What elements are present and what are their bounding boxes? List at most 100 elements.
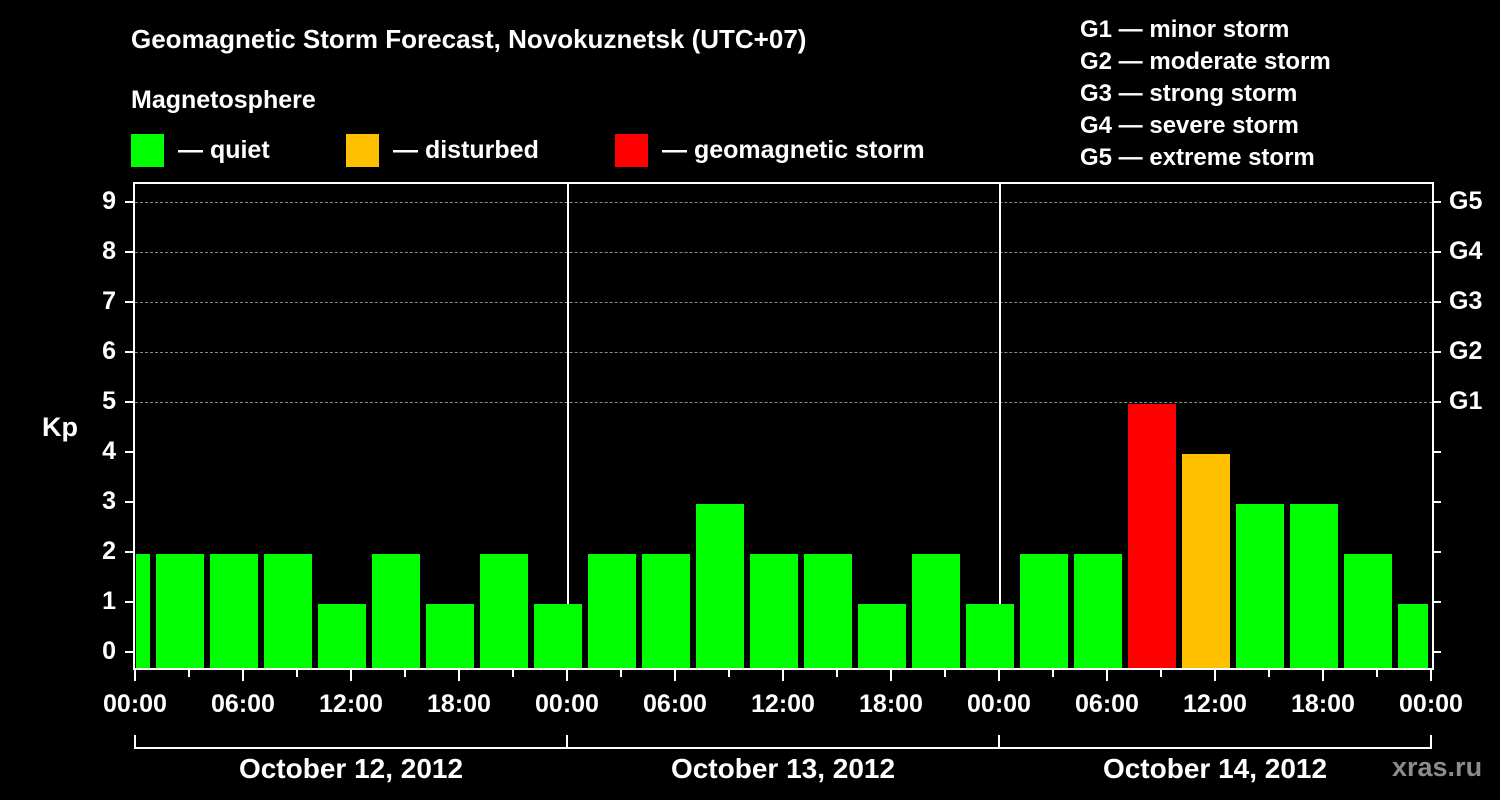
plot-area — [133, 182, 1434, 670]
chart-subtitle: Magnetosphere — [131, 86, 316, 114]
x-tick — [1052, 669, 1054, 677]
y-axis-label: Kp — [42, 412, 78, 442]
x-tick — [620, 669, 622, 677]
legend-quiet: — quiet — [131, 134, 270, 167]
kp-bar — [1074, 554, 1122, 668]
kp-bar — [480, 554, 528, 668]
day-divider — [999, 184, 1001, 668]
kp-bar — [372, 554, 420, 668]
kp-bar — [696, 504, 744, 668]
legend-label-storm: — geomagnetic storm — [662, 136, 925, 164]
x-tick — [512, 669, 514, 677]
x-tick — [1106, 669, 1108, 681]
g-axis-label: G1 — [1449, 387, 1483, 415]
kp-bar — [136, 554, 150, 668]
g-axis-label: G2 — [1449, 337, 1483, 365]
y-tick-label: 1 — [102, 587, 116, 615]
y-tick-label: 2 — [102, 537, 116, 565]
y-tick-right — [1433, 251, 1441, 253]
y-tick-left — [125, 451, 133, 453]
date-bracket-tick — [1430, 735, 1432, 749]
x-tick-label: 06:00 — [1075, 690, 1139, 718]
y-tick-right — [1433, 601, 1441, 603]
x-tick — [404, 669, 406, 677]
gridline — [135, 252, 1432, 253]
g-scale-item: G2 — moderate storm — [1080, 48, 1331, 75]
x-tick — [296, 669, 298, 677]
watermark: xras.ru — [1392, 752, 1483, 782]
legend-label-disturbed: — disturbed — [393, 136, 539, 164]
g-scale-item: G5 — extreme storm — [1080, 144, 1315, 171]
x-tick-label: 18:00 — [427, 690, 491, 718]
y-tick-right — [1433, 201, 1441, 203]
y-tick-right — [1433, 301, 1441, 303]
g-scale-item: G4 — severe storm — [1080, 112, 1299, 139]
x-tick-label: 18:00 — [1291, 690, 1355, 718]
legend-label-quiet: — quiet — [178, 136, 270, 164]
x-tick-label: 12:00 — [319, 690, 383, 718]
x-tick — [944, 669, 946, 677]
legend-storm: — geomagnetic storm — [615, 134, 925, 167]
x-tick — [242, 669, 244, 681]
y-tick-label: 3 — [102, 487, 116, 515]
date-bracket-tick — [566, 735, 568, 749]
x-tick — [1214, 669, 1216, 681]
x-tick — [998, 669, 1000, 681]
kp-bar — [642, 554, 690, 668]
x-tick-label: 06:00 — [643, 690, 707, 718]
date-bracket — [134, 747, 1432, 749]
gridline — [135, 302, 1432, 303]
kp-bar — [1290, 504, 1338, 668]
day-label: October 13, 2012 — [670, 753, 896, 784]
x-tick-label: 12:00 — [1183, 690, 1247, 718]
g-axis-label: G4 — [1449, 237, 1483, 265]
x-tick — [674, 669, 676, 681]
g-axis-label: G3 — [1449, 287, 1483, 315]
kp-bar — [912, 554, 960, 668]
y-tick-left — [125, 601, 133, 603]
gridline — [135, 402, 1432, 403]
x-tick — [1322, 669, 1324, 681]
x-tick — [890, 669, 892, 681]
y-tick-label: 4 — [102, 437, 116, 465]
x-tick-label: 06:00 — [211, 690, 275, 718]
y-tick-left — [125, 501, 133, 503]
x-tick-label: 18:00 — [859, 690, 923, 718]
y-tick-left — [125, 201, 133, 203]
x-tick — [728, 669, 730, 677]
x-tick — [836, 669, 838, 677]
y-tick-left — [125, 551, 133, 553]
y-tick-label: 0 — [102, 637, 116, 665]
x-tick-label: 00:00 — [1399, 690, 1463, 718]
kp-bar — [264, 554, 312, 668]
kp-bar — [156, 554, 204, 668]
x-tick — [350, 669, 352, 681]
g-axis-label: G5 — [1449, 187, 1483, 215]
kp-bar — [318, 604, 366, 668]
x-tick — [1268, 669, 1270, 677]
kp-bar — [1344, 554, 1392, 668]
x-tick — [1376, 669, 1378, 677]
kp-bar — [534, 604, 582, 668]
chart-title: Geomagnetic Storm Forecast, Novokuznetsk… — [131, 24, 807, 54]
date-bracket-tick — [134, 735, 136, 749]
y-tick-label: 8 — [102, 237, 116, 265]
g-scale-legend: G1 — minor storm G2 — moderate storm G3 … — [1080, 14, 1331, 174]
y-tick-label: 6 — [102, 337, 116, 365]
x-tick — [458, 669, 460, 681]
kp-bar — [804, 554, 852, 668]
gridline — [135, 352, 1432, 353]
gridline — [135, 202, 1432, 203]
x-tick-label: 00:00 — [535, 690, 599, 718]
y-tick-label: 7 — [102, 287, 116, 315]
y-tick-right — [1433, 651, 1441, 653]
y-tick-label: 9 — [102, 187, 116, 215]
y-tick-left — [125, 301, 133, 303]
y-tick-right — [1433, 401, 1441, 403]
kp-bar — [426, 604, 474, 668]
day-divider — [567, 184, 569, 668]
g-scale-item: G3 — strong storm — [1080, 80, 1298, 107]
legend-swatch-quiet — [131, 134, 164, 167]
y-tick-left — [125, 351, 133, 353]
y-tick-right — [1433, 351, 1441, 353]
